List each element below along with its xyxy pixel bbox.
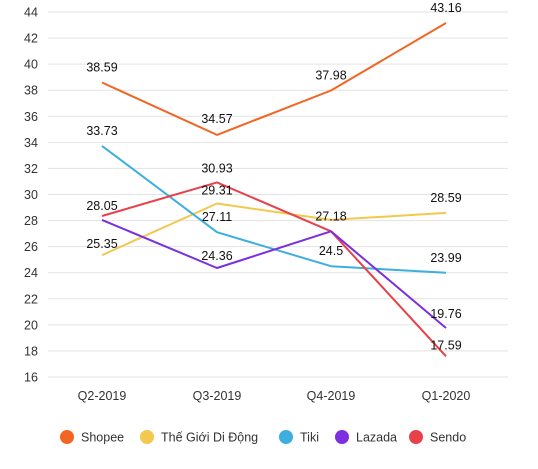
data-label: 43.16 <box>430 1 461 15</box>
legend-label: Sendo <box>430 431 466 445</box>
y-tick-label: 20 <box>24 318 38 332</box>
data-label: 23.99 <box>430 251 461 265</box>
legend-label: Tiki <box>300 431 319 445</box>
y-tick-label: 40 <box>24 58 38 72</box>
y-tick-label: 38 <box>24 84 38 98</box>
data-label: 33.73 <box>86 124 117 138</box>
data-labels: 38.59 34.57 37.98 43.16 25.35 29.31 28.59 33.73… <box>86 1 461 352</box>
series-lines <box>101 22 447 357</box>
y-tick-label: 26 <box>24 240 38 254</box>
series-line-the-gioi-di-dong <box>101 202 447 257</box>
data-label: 25.35 <box>86 237 117 251</box>
data-label: 28.59 <box>430 191 461 205</box>
grid-lines <box>48 11 508 378</box>
y-tick-label: 28 <box>24 214 38 228</box>
data-label: 30.93 <box>201 161 232 175</box>
legend-marker-sendo <box>409 430 423 444</box>
legend-label: Lazada <box>356 431 397 445</box>
x-axis-ticks: Q2-2019 Q3-2019 Q4-2019 Q1-2020 <box>78 389 471 403</box>
legend: Shopee Thế Giới Di Động Tiki Lazada Sendo <box>60 430 466 445</box>
y-tick-label: 22 <box>24 292 38 306</box>
x-tick-label: Q4-2019 <box>307 389 356 403</box>
data-label: 28.05 <box>86 199 117 213</box>
data-label: 19.76 <box>430 307 461 321</box>
series-line-sendo <box>101 181 447 357</box>
y-tick-label: 34 <box>24 136 38 150</box>
legend-marker-the-gioi-di-dong <box>140 430 154 444</box>
data-label: 38.59 <box>86 61 117 75</box>
y-tick-label: 24 <box>24 266 38 280</box>
data-label: 24.36 <box>201 249 232 263</box>
legend-label: Thế Giới Di Động <box>161 431 258 445</box>
data-label: 34.57 <box>201 112 232 126</box>
x-tick-label: Q2-2019 <box>78 389 127 403</box>
data-label: 37.98 <box>315 68 346 82</box>
data-label: 27.11 <box>202 210 232 224</box>
y-tick-label: 42 <box>24 32 38 46</box>
y-tick-label: 30 <box>24 188 38 202</box>
y-tick-label: 18 <box>24 344 38 358</box>
data-label: 27.18 <box>315 209 346 223</box>
series-line-shopee <box>101 22 447 136</box>
data-label: 29.31 <box>201 183 232 197</box>
legend-label: Shopee <box>81 431 124 445</box>
x-tick-label: Q1-2020 <box>422 389 471 403</box>
y-axis-ticks: 16 18 20 22 24 26 28 30 32 34 36 38 40 42 44 <box>24 6 38 385</box>
data-label: 17.59 <box>430 338 461 352</box>
y-tick-label: 36 <box>24 110 38 124</box>
y-tick-label: 44 <box>24 6 38 20</box>
legend-marker-lazada <box>335 430 349 444</box>
y-tick-label: 16 <box>24 371 38 385</box>
series-line-tiki <box>101 145 447 274</box>
legend-marker-shopee <box>60 430 74 444</box>
data-label: 24.5 <box>319 244 343 258</box>
legend-marker-tiki <box>279 430 293 444</box>
series-line-lazada <box>101 218 447 329</box>
y-tick-label: 32 <box>24 162 38 176</box>
x-tick-label: Q3-2019 <box>193 389 242 403</box>
